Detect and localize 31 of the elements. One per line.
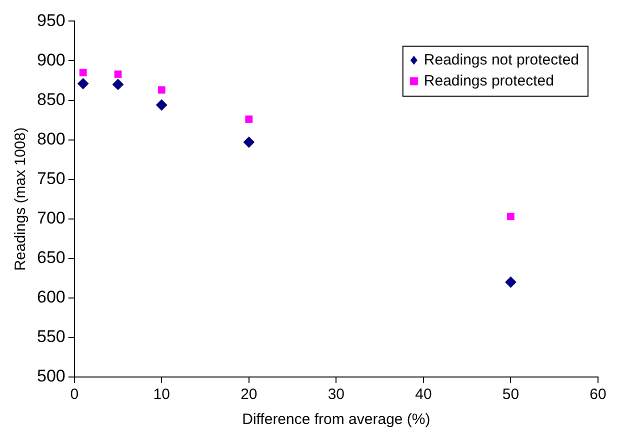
x-tick-label: 10	[153, 386, 170, 404]
point	[507, 212, 514, 220]
y-tick-label: 500	[36, 366, 66, 386]
legend-label: Readings not protected	[424, 51, 580, 68]
y-tick-label: 550	[36, 327, 66, 346]
x-tick-label: 0	[70, 386, 79, 404]
point	[158, 86, 166, 94]
y-tick-label: 800	[36, 129, 66, 148]
y-tick-label: 900	[36, 50, 66, 70]
point	[79, 68, 87, 76]
x-axis-title: Difference from average (%)	[242, 411, 430, 428]
legend-label: Readings protected	[424, 72, 554, 90]
y-axis-title: Readings (max 1008)	[12, 127, 30, 271]
y-tick-label: 650	[36, 248, 66, 268]
point	[112, 78, 124, 90]
y-tick-label: 700	[36, 208, 66, 228]
point	[505, 276, 516, 288]
point	[156, 100, 168, 111]
point	[78, 78, 89, 90]
x-tick-label: 60	[590, 386, 606, 404]
point	[245, 116, 253, 123]
point	[243, 136, 254, 148]
y-tick-label: 850	[36, 90, 66, 109]
y-tick-label: 600	[36, 288, 66, 307]
y-tick-label: 950	[36, 10, 66, 30]
x-tick-label: 40	[415, 386, 432, 404]
point	[114, 70, 122, 78]
y-tick-label: 750	[36, 169, 66, 188]
x-tick-label: 20	[240, 386, 258, 404]
x-tick-label: 30	[328, 386, 345, 404]
x-tick-label: 50	[502, 386, 520, 404]
